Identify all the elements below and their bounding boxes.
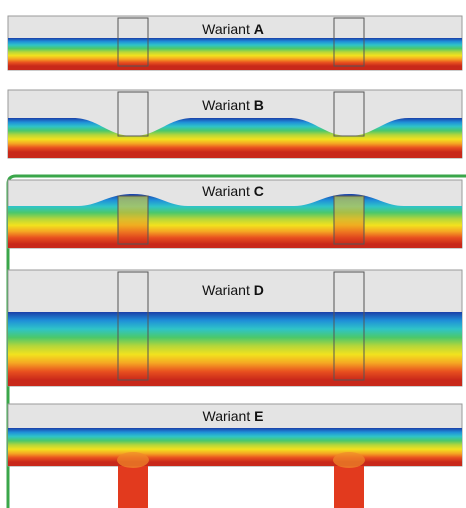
panel-wariant-e — [7, 403, 463, 508]
warm-edge — [8, 152, 462, 158]
stud-outline — [333, 91, 365, 137]
temperature-field — [8, 118, 462, 152]
stud-outline — [333, 17, 365, 67]
warm-edge — [8, 462, 462, 466]
stud-outline — [117, 91, 149, 137]
temperature-field — [8, 312, 462, 380]
warm-edge — [8, 380, 462, 386]
warm-edge — [8, 244, 462, 248]
stud-heat-spot — [117, 452, 149, 468]
panel-wariant-c — [7, 179, 463, 249]
stud-outline — [333, 271, 365, 381]
panel-wariant-a — [7, 15, 463, 71]
temperature-field — [8, 428, 462, 462]
stud-outline — [117, 17, 149, 67]
stud-outline — [117, 195, 149, 245]
panel-wariant-b — [7, 89, 463, 159]
panel-wariant-d — [7, 269, 463, 387]
stud-warm-zone — [334, 196, 364, 244]
warm-edge — [8, 66, 462, 70]
stud-warm-zone — [118, 196, 148, 244]
stud-support — [118, 466, 148, 508]
stud-outline — [117, 271, 149, 381]
stud-support — [334, 466, 364, 508]
stud-outline — [333, 195, 365, 245]
temperature-field — [8, 38, 462, 66]
stud-heat-spot — [333, 452, 365, 468]
